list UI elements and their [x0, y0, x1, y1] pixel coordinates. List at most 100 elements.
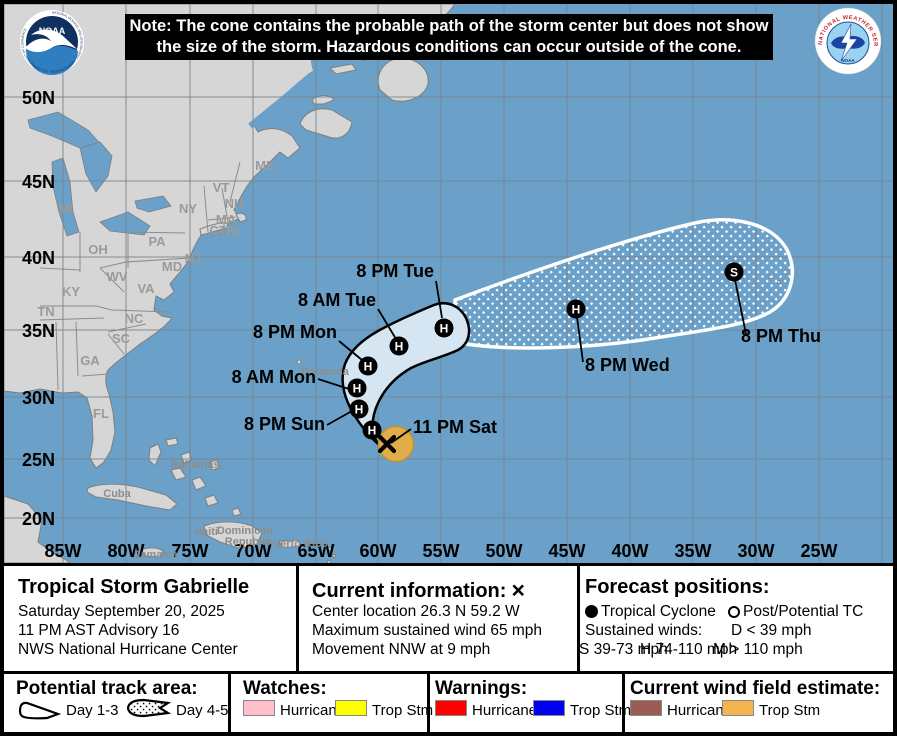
marker-letter: H [353, 382, 362, 396]
post-potential-tc-ring-icon [728, 606, 740, 618]
state-label: ME [255, 158, 275, 173]
state-label: KY [62, 284, 80, 299]
trop-stm-warning-label: Trop Stm [570, 702, 632, 719]
lon-label: 80W [107, 541, 144, 561]
st-lawrence-river [248, 57, 338, 129]
state-label: NH [225, 196, 244, 211]
info-panel: Tropical Storm Gabrielle Saturday Septem… [4, 563, 893, 671]
info-divider-1 [296, 566, 299, 671]
trop-stm-wind-field-label: Trop Stm [759, 702, 821, 719]
trop-stm-wind-field-swatch [722, 700, 754, 716]
lat-label: 45N [22, 172, 55, 192]
marker-letter: H [364, 360, 373, 374]
noaa-gull-icon [25, 29, 77, 53]
forecast-positions-title: Forecast positions: [585, 576, 770, 598]
note-box: Note: The cone contains the probable pat… [125, 14, 773, 60]
day4-5-cone-icon [126, 698, 172, 718]
place-label-bahamas: Bahamas [171, 459, 220, 471]
lat-label: 25N [22, 450, 55, 470]
note-line-2: the size of the storm. Hazardous conditi… [156, 38, 742, 56]
track-label-8am-mon: 8 AM Mon [232, 367, 316, 387]
lon-label: 30W [737, 541, 774, 561]
forecast-tc-key: Tropical Cyclone [585, 603, 716, 621]
wind-scale-d: D < 39 mph [731, 622, 812, 639]
storm-title: Tropical Storm Gabrielle [18, 576, 250, 598]
marker-letter: H [572, 303, 581, 317]
lon-label: 25W [800, 541, 837, 561]
trop-stm-warning-swatch [533, 700, 565, 716]
track-label-8am-tue: 8 AM Tue [298, 290, 376, 310]
cone-day4-5 [453, 218, 795, 350]
place-label-republic: Republic [225, 536, 271, 548]
place-label-puerto-rico: Puerto Rico [266, 538, 328, 550]
wind-scale-h: H 74-110 mph [640, 641, 738, 658]
day1-3-label: Day 1-3 [66, 702, 119, 719]
lat-label: 30N [22, 388, 55, 408]
current-max-wind: Maximum sustained wind 65 mph [312, 622, 543, 639]
state-label: SC [112, 331, 131, 346]
lon-label: 60W [359, 541, 396, 561]
lon-label: 75W [171, 541, 208, 561]
place-label-jamaica: Jamaica [134, 549, 178, 561]
watches-title: Watches: [243, 678, 327, 699]
hurricane-watch-label: Hurricane [280, 702, 346, 719]
lat-label: 20N [22, 509, 55, 529]
legend-divider-2 [427, 674, 430, 732]
latitude-labels: 50N 45N 40N 35N 30N 25N 20N [22, 88, 55, 529]
marker-letter: H [368, 424, 377, 438]
trop-stm-watch-swatch [335, 700, 367, 716]
hurricane-wind-field-label: Hurricane [667, 702, 733, 719]
nws-lightning-icon [840, 23, 858, 62]
track-label-8pm-thu: 8 PM Thu [741, 326, 821, 346]
legend-panel: Potential track area: Day 1-3 Day 4-5 Wa… [4, 671, 893, 732]
state-label: WV [107, 269, 128, 284]
day4-5-label: Day 4-5 [176, 702, 229, 719]
state-label: NJ [185, 251, 202, 266]
track-label-8pm-mon: 8 PM Mon [253, 322, 337, 342]
current-info-title: Current information: × [312, 576, 525, 603]
track-label-8pm-sun: 8 PM Sun [244, 414, 325, 434]
forecast-position-markers: H H H H H H H S [347, 262, 744, 440]
longitude-labels: 85W 80W 75W 70W 65W 60W 55W 50W 45W 40W … [44, 541, 837, 561]
lon-label: 40W [611, 541, 648, 561]
state-label: GA [80, 353, 100, 368]
maritime-islands [199, 57, 429, 236]
nws-logo: NATIONAL WEATHER SERVICE NOAA [814, 7, 882, 75]
current-movement: Movement NNW at 9 mph [312, 641, 491, 658]
label-leader-lines [317, 279, 747, 444]
wind-scale-s: S 39-73 mph [579, 641, 668, 658]
state-label: VA [137, 281, 155, 296]
state-label: MI [59, 201, 73, 216]
day1-3-cone-icon [18, 701, 62, 720]
place-label-bermuda: Bermuda [301, 366, 350, 378]
track-label-8pm-wed: 8 PM Wed [585, 355, 670, 375]
lon-label: 85W [44, 541, 81, 561]
place-labels: Bermuda Bahamas Cuba Jamaica Haiti Domin… [103, 366, 349, 561]
state-label: MA [216, 212, 237, 227]
state-label: NC [125, 311, 144, 326]
place-label-dominican: Dominican [217, 525, 274, 537]
forecast-post-key: Post/Potential TC [728, 603, 863, 621]
tropical-cyclone-dot-icon [585, 605, 598, 618]
legend-divider-3 [622, 674, 625, 732]
state-label: TN [37, 304, 54, 319]
track-time-labels: 11 PM Sat 8 PM Sun 8 AM Mon 8 PM Mon 8 A… [232, 261, 821, 437]
trop-stm-watch-label: Trop Stm [372, 702, 434, 719]
hurricane-watch-swatch [243, 700, 275, 716]
storm-date: Saturday September 20, 2025 [18, 603, 225, 620]
lat-label: 35N [22, 321, 55, 341]
nws-noaa-text: NOAA [841, 58, 855, 63]
noaa-logo: NOAA NATIONAL OCEANIC AND ATMOSPHERIC AD… [20, 10, 84, 75]
info-divider-2 [577, 566, 580, 671]
noaa-logo-text: NOAA [39, 26, 66, 36]
current-center-location: Center location 26.3 N 59.2 W [312, 603, 520, 620]
hurricane-warning-label: Hurricane [472, 702, 538, 719]
current-position-x-icon [377, 434, 397, 454]
warnings-title: Warnings: [435, 678, 528, 699]
lon-label: 55W [422, 541, 459, 561]
storm-advisory: 11 PM AST Advisory 16 [18, 622, 180, 639]
hurricane-wind-field-swatch [630, 700, 662, 716]
storm-agency: NWS National Hurricane Center [18, 641, 238, 658]
lon-label: 65W [297, 541, 334, 561]
